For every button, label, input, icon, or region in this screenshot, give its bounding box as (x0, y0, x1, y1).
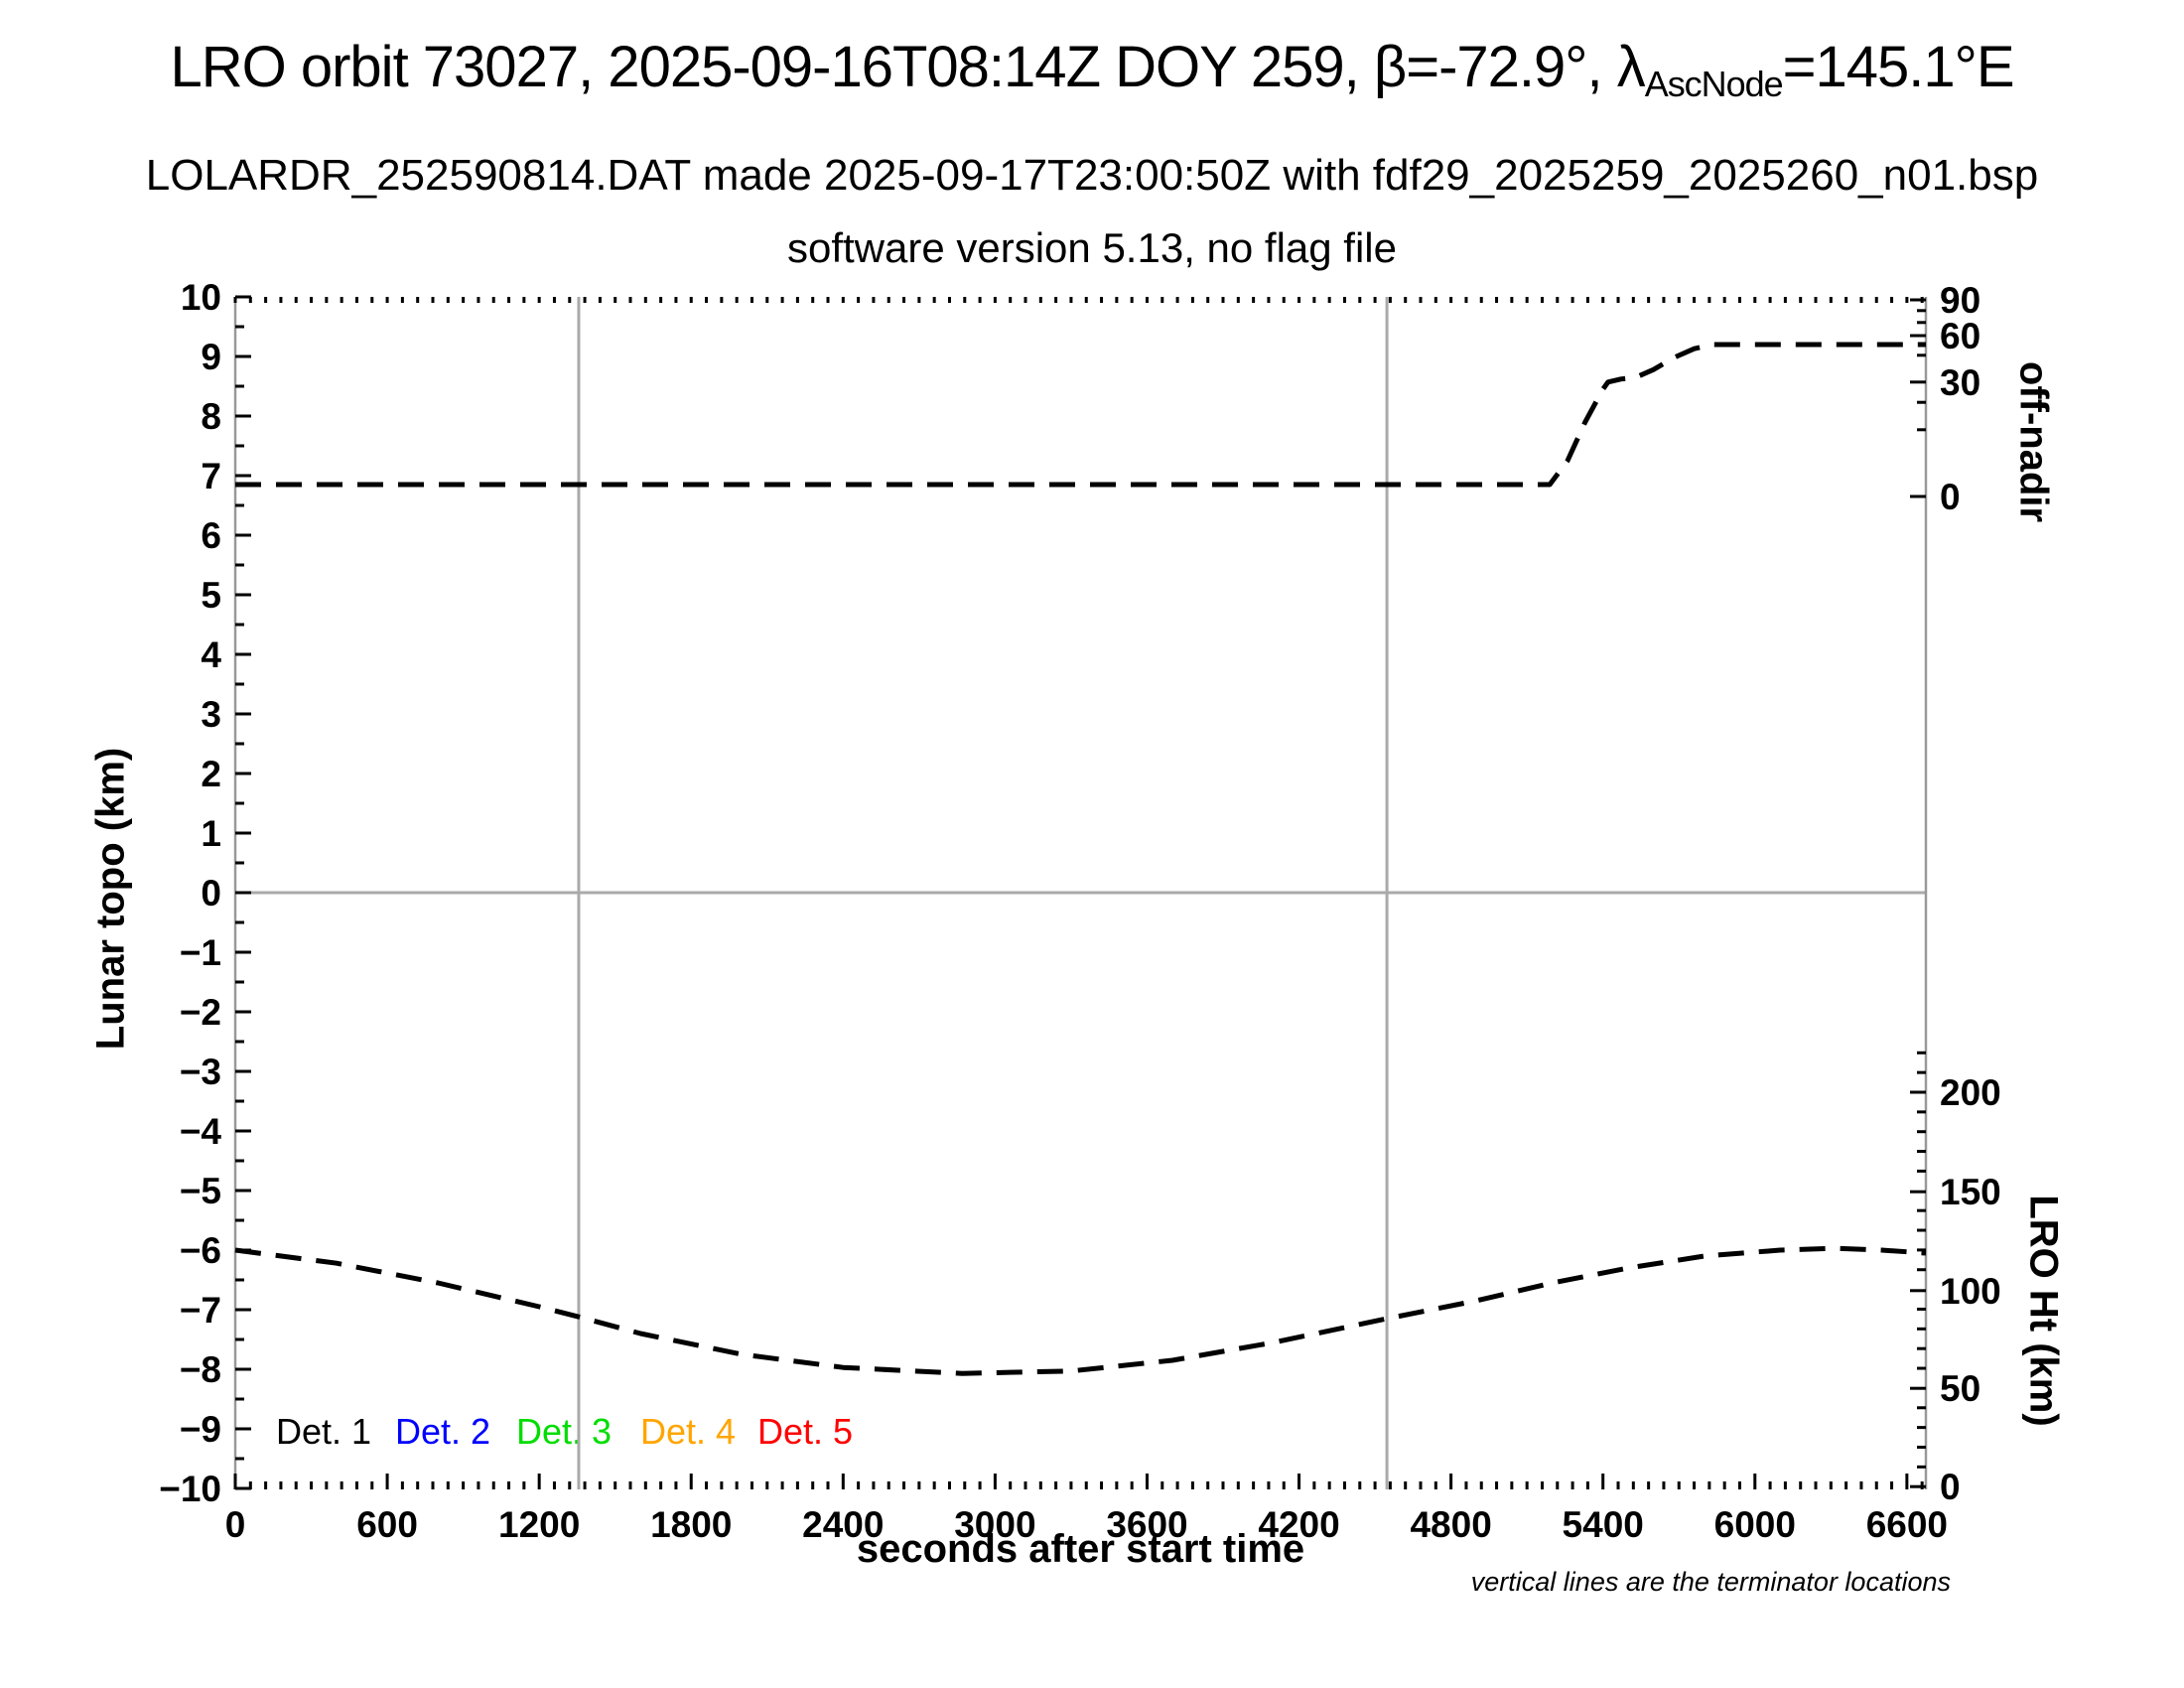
legend-item-det3: Det. 3 (516, 1411, 613, 1452)
offnadir-tick-label: 90 (1940, 280, 1980, 321)
chart-subtitle-file: LOLARDR_252590814.DAT made 2025-09-17T23… (145, 151, 2039, 200)
lro-height-curve (234, 1245, 1927, 1376)
x-axis-tick-label: 4200 (1258, 1504, 1339, 1545)
legend-item-det2: Det. 2 (395, 1411, 491, 1452)
chart-subtitle-version: software version 5.13, no flag file (786, 224, 1397, 271)
x-axis-tick-label: 2400 (802, 1504, 884, 1545)
left-axis-tick-label: 10 (181, 277, 221, 318)
reference-lines (235, 297, 1926, 1489)
x-axis-tick-label: 1200 (498, 1504, 580, 1545)
terminator-footnote: vertical lines are the terminator locati… (1470, 1567, 1951, 1597)
left-axis-tick-label: −8 (180, 1349, 221, 1390)
chart-title-end: =145.1°E (1782, 35, 2015, 99)
x-axis-tick-label: 4800 (1410, 1504, 1491, 1545)
lroht-tick-label: 150 (1940, 1172, 2001, 1212)
legend-item-det4: Det. 4 (640, 1411, 737, 1452)
left-axis-tick-label: 7 (201, 456, 221, 496)
legend-item-det5: Det. 5 (757, 1411, 854, 1452)
left-axis-tick-label: 5 (201, 575, 221, 616)
axis-tick-labels: 0 600 1200 1800 2400 3000 3600 4200 4800 5400 6000… (159, 277, 2001, 1545)
left-axis-tick-label: −2 (180, 992, 221, 1033)
lroht-tick-label: 50 (1940, 1368, 1980, 1409)
left-axis-tick-label: 0 (201, 873, 221, 914)
left-axis-tick-label: −10 (159, 1469, 221, 1509)
x-axis-tick-label: 600 (356, 1504, 418, 1545)
offnadir-tick-label: 60 (1940, 316, 1980, 356)
left-axis-tick-label: −5 (180, 1171, 221, 1211)
x-axis-tick-label: 1800 (650, 1504, 732, 1545)
left-axis-tick-label: 3 (201, 694, 221, 735)
left-axis-tick-label: 8 (201, 396, 221, 437)
data-curves (234, 342, 1927, 1376)
left-axis-tick-label: 9 (201, 337, 221, 377)
left-axis-tick-label: −9 (180, 1409, 221, 1450)
x-axis-tick-label: 6000 (1714, 1504, 1796, 1545)
x-axis-tick-label: 0 (225, 1504, 246, 1545)
lroht-tick-label: 0 (1940, 1467, 1961, 1507)
chart-title-subscript: AscNode (1644, 64, 1784, 105)
left-axis-tick-label: 6 (201, 515, 221, 556)
offnadir-tick-label: 30 (1940, 362, 1980, 403)
chart-title-main: LRO orbit 73027, 2025-09-16T08:14Z DOY 2… (170, 35, 1645, 99)
x-axis-tick-label: 3600 (1106, 1504, 1187, 1545)
x-axis-title: seconds after start time (856, 1527, 1305, 1571)
left-axis-tick-label: 1 (201, 813, 221, 854)
x-axis-tick-label: 3000 (954, 1504, 1035, 1545)
left-axis-tick-label: −6 (180, 1230, 221, 1271)
left-axis-tick-label: 4 (201, 634, 221, 675)
chart-title: LRO orbit 73027, 2025-09-16T08:14Z DOY 2… (0, 34, 2184, 105)
left-axis-tick-label: −1 (180, 932, 221, 973)
lroht-tick-label: 200 (1940, 1072, 2001, 1113)
left-axis-tick-label: −3 (180, 1052, 221, 1092)
axis-ticks (233, 295, 1926, 1490)
x-axis-tick-label: 6600 (1866, 1504, 1948, 1545)
x-axis-tick-label: 5400 (1563, 1504, 1644, 1545)
left-axis-tick-label: 2 (201, 754, 221, 794)
left-axis-tick-label: −7 (180, 1290, 221, 1331)
left-axis-tick-label: −4 (180, 1111, 222, 1152)
offnadir-curve (235, 342, 1926, 488)
lroht-tick-label: 100 (1940, 1271, 2001, 1312)
legend-item-det1: Det. 1 (276, 1411, 372, 1452)
offnadir-tick-label: 0 (1940, 477, 1961, 517)
